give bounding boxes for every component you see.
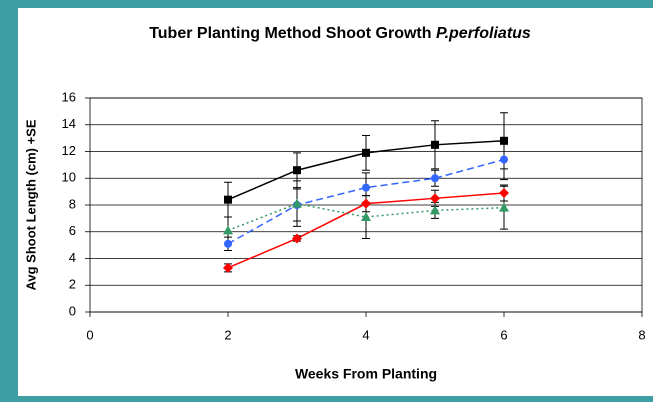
y-tick-label: 10 — [62, 170, 76, 185]
marker — [430, 205, 440, 215]
marker — [499, 187, 509, 198]
y-tick-label: 2 — [69, 277, 76, 292]
y-axis-label: Avg Shoot Length (cm) +SE — [23, 119, 38, 290]
marker — [293, 166, 301, 175]
y-tick-label: 4 — [69, 250, 76, 265]
marker — [223, 225, 233, 235]
title-text: Tuber Planting Method Shoot Growth — [149, 25, 436, 42]
marker — [361, 198, 371, 209]
x-tick-label: 4 — [362, 327, 369, 342]
marker — [499, 202, 509, 212]
marker — [292, 198, 302, 208]
title-species: P.perfoliatus — [436, 25, 531, 42]
marker — [361, 212, 371, 222]
series-line — [227, 158, 505, 245]
chart-title: Tuber Planting Method Shoot Growth P.per… — [149, 25, 531, 42]
marker — [430, 193, 440, 204]
x-tick-label: 8 — [638, 327, 645, 342]
series-line — [227, 202, 505, 232]
marker — [500, 136, 508, 145]
y-tick-label: 16 — [62, 89, 76, 104]
marker — [431, 140, 439, 149]
marker — [500, 155, 508, 164]
marker — [362, 183, 370, 192]
marker — [292, 233, 302, 244]
y-tick-label: 8 — [69, 196, 76, 211]
y-tick-label: 12 — [62, 143, 76, 158]
panel — [18, 8, 653, 396]
y-tick-label: 6 — [69, 223, 76, 238]
y-tick-label: 0 — [69, 303, 76, 318]
x-tick-label: 6 — [500, 327, 507, 342]
marker — [431, 174, 439, 183]
y-tick-label: 14 — [62, 116, 76, 131]
marker — [224, 239, 232, 248]
x-tick-label: 0 — [86, 327, 93, 342]
marker — [362, 148, 370, 157]
x-axis-label: Weeks From Planting — [295, 366, 437, 382]
marker — [223, 262, 233, 273]
x-tick-label: 2 — [224, 327, 231, 342]
marker — [224, 195, 232, 204]
